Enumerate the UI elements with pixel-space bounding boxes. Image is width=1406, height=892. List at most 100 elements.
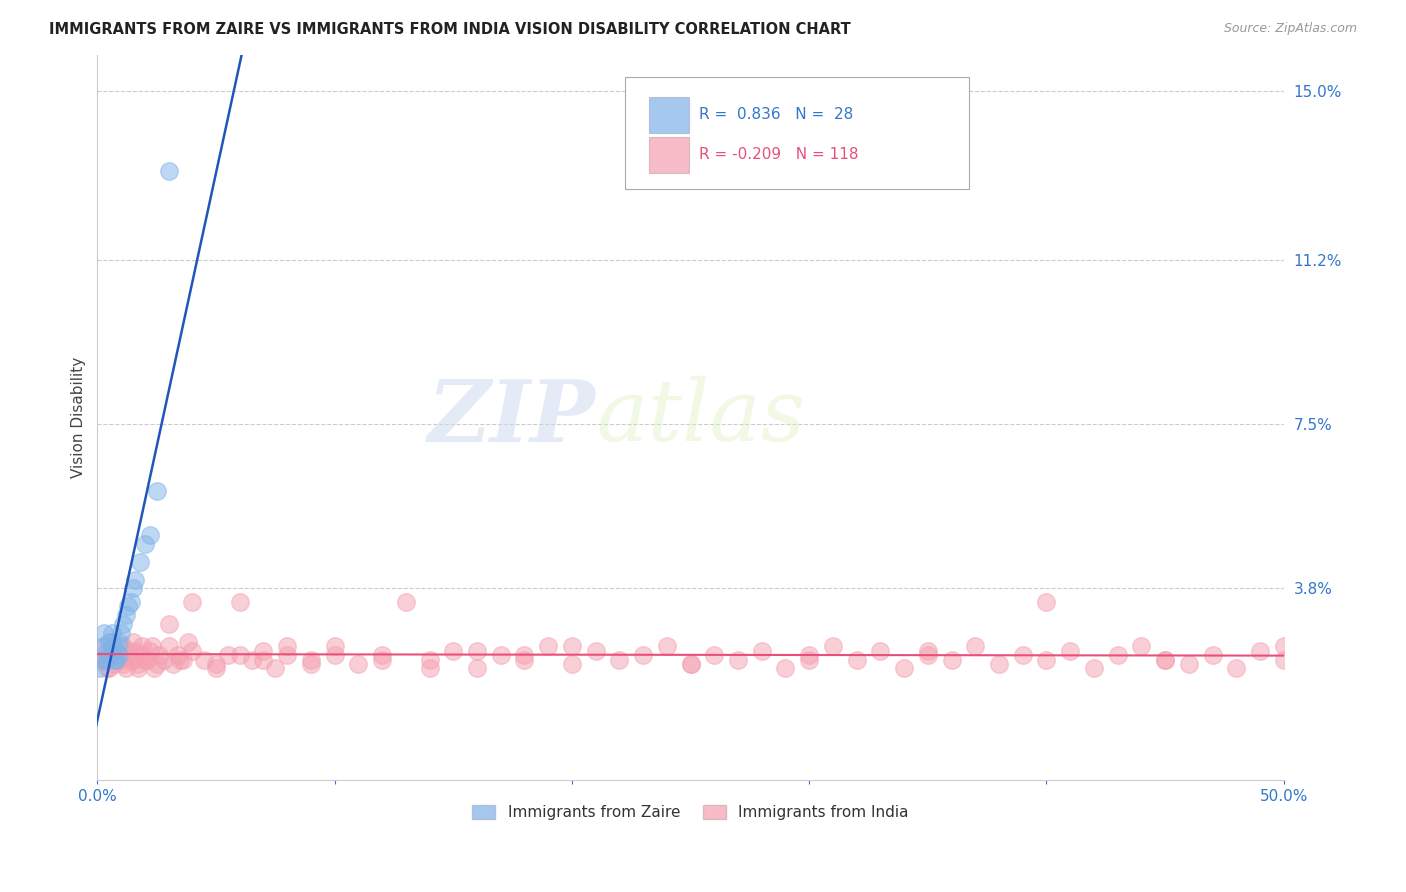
Point xyxy=(1296,640,1319,654)
Point xyxy=(114,608,136,623)
Point xyxy=(217,648,239,662)
Point xyxy=(91,652,114,666)
Point xyxy=(228,648,250,662)
Point xyxy=(561,640,583,654)
Point xyxy=(107,648,129,662)
Point xyxy=(264,661,287,675)
Point xyxy=(276,648,298,662)
Point xyxy=(107,640,129,654)
Point xyxy=(799,648,821,662)
Point xyxy=(1130,640,1153,654)
Point xyxy=(105,643,128,657)
Text: IMMIGRANTS FROM ZAIRE VS IMMIGRANTS FROM INDIA VISION DISABILITY CORRELATION CHA: IMMIGRANTS FROM ZAIRE VS IMMIGRANTS FROM… xyxy=(49,22,851,37)
Point xyxy=(965,640,987,654)
Point xyxy=(205,657,228,671)
Point xyxy=(93,652,115,666)
FancyBboxPatch shape xyxy=(650,137,689,172)
FancyBboxPatch shape xyxy=(626,77,969,189)
Point xyxy=(112,617,135,632)
Point xyxy=(112,640,135,654)
Text: ZIP: ZIP xyxy=(427,376,596,459)
Point xyxy=(124,573,146,587)
Point xyxy=(105,643,128,657)
Point xyxy=(98,648,121,662)
Point xyxy=(98,648,121,662)
Point xyxy=(845,652,868,666)
Point xyxy=(1178,657,1201,671)
Point xyxy=(122,652,145,666)
Point xyxy=(89,661,111,675)
Text: Source: ZipAtlas.com: Source: ZipAtlas.com xyxy=(1223,22,1357,36)
Point xyxy=(152,652,174,666)
Point xyxy=(679,657,702,671)
Point xyxy=(1035,595,1057,609)
Point xyxy=(276,640,298,654)
Point xyxy=(1035,652,1057,666)
Point xyxy=(513,652,536,666)
Point xyxy=(143,661,166,675)
Point xyxy=(103,640,125,654)
Point xyxy=(127,657,149,671)
Point xyxy=(96,652,118,666)
Point xyxy=(148,648,170,662)
Point xyxy=(96,643,118,657)
Point xyxy=(176,635,198,649)
Point xyxy=(172,652,194,666)
Point xyxy=(799,652,821,666)
Point xyxy=(138,528,160,542)
Point xyxy=(655,640,678,654)
Point xyxy=(371,652,394,666)
Point xyxy=(631,648,654,662)
Point xyxy=(131,648,153,662)
Point xyxy=(157,617,180,632)
Point xyxy=(869,643,891,657)
Point xyxy=(1154,652,1177,666)
Point xyxy=(93,626,115,640)
Point xyxy=(1083,661,1105,675)
Point xyxy=(120,652,142,666)
Point xyxy=(240,652,263,666)
Point xyxy=(1249,643,1271,657)
Point xyxy=(127,661,149,675)
Point xyxy=(103,648,125,662)
Point xyxy=(117,599,139,614)
Text: atlas: atlas xyxy=(596,376,804,458)
Point xyxy=(1368,648,1391,662)
Point xyxy=(134,537,156,551)
Point xyxy=(117,643,139,657)
Point xyxy=(252,643,274,657)
Point xyxy=(103,652,125,666)
Point xyxy=(120,595,142,609)
Point xyxy=(893,661,915,675)
Point xyxy=(138,643,160,657)
Point xyxy=(561,657,583,671)
Point xyxy=(103,657,125,671)
Point xyxy=(110,652,132,666)
Point xyxy=(134,652,156,666)
Point xyxy=(1154,652,1177,666)
Point xyxy=(703,648,725,662)
Point xyxy=(98,661,121,675)
Point xyxy=(917,643,939,657)
Point xyxy=(100,640,122,654)
Point xyxy=(917,648,939,662)
Point xyxy=(607,652,630,666)
Point xyxy=(371,648,394,662)
Point xyxy=(100,626,122,640)
Point xyxy=(93,640,115,654)
Point xyxy=(91,652,114,666)
Point xyxy=(323,640,346,654)
Point xyxy=(112,657,135,671)
Point xyxy=(124,643,146,657)
Point xyxy=(1201,648,1223,662)
Point xyxy=(513,648,536,662)
Point xyxy=(323,648,346,662)
Point xyxy=(169,652,191,666)
Point xyxy=(145,657,167,671)
Point xyxy=(252,652,274,666)
Point xyxy=(136,652,159,666)
Point xyxy=(751,643,773,657)
Point xyxy=(117,648,139,662)
Point xyxy=(98,635,121,649)
Point xyxy=(679,657,702,671)
